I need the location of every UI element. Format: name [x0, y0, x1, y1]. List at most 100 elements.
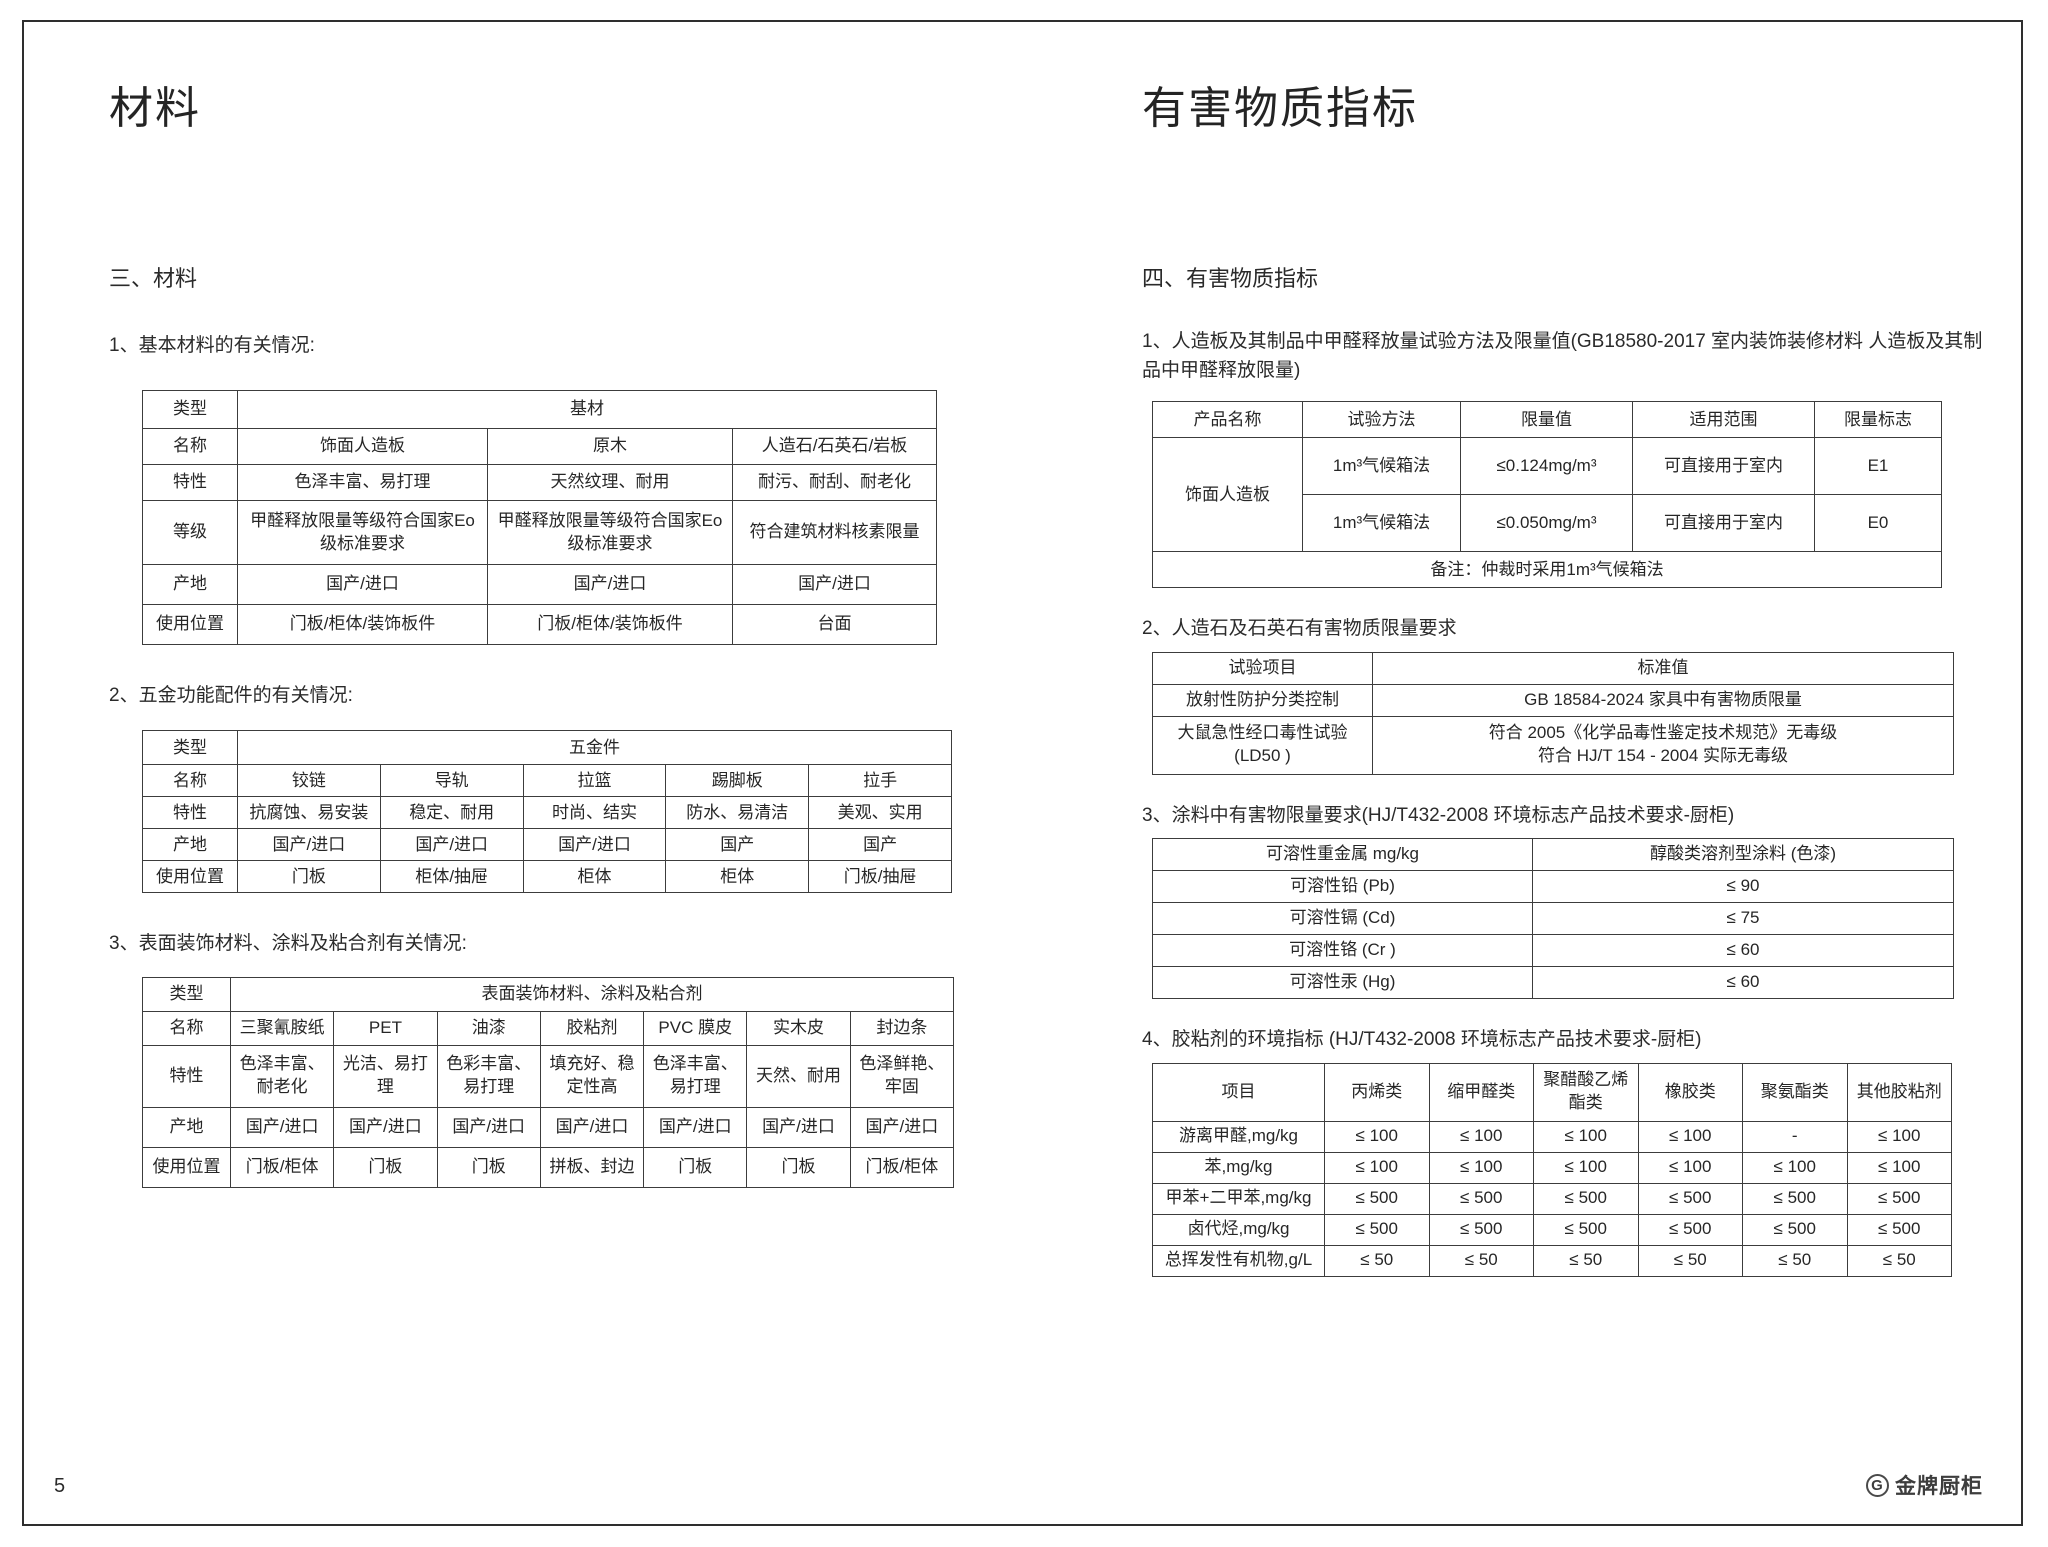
- table-cell: 国产/进口: [229, 1106, 335, 1148]
- table-cell: 油漆: [436, 1010, 541, 1046]
- table-cell: 台面: [732, 604, 937, 646]
- table-cell: 使用位置: [142, 860, 238, 894]
- table-header-cell: 丙烯类: [1324, 1062, 1430, 1122]
- table-cell: ≤0.050mg/m³: [1460, 494, 1633, 553]
- table-cell: ≤ 500: [1846, 1213, 1952, 1246]
- table-cell: ≤ 50: [1637, 1244, 1743, 1277]
- table-cell: 色泽丰富、耐老化: [229, 1044, 335, 1108]
- table-cell: 名称: [142, 764, 238, 798]
- table-caption-hardware: 2、五金功能配件的有关情况:: [109, 685, 353, 707]
- table-cell: 国产/进口: [849, 1106, 955, 1148]
- table-cell: 产地: [142, 564, 238, 606]
- table-cell: 填充好、稳定性高: [539, 1044, 645, 1108]
- left-column: 材料 三、材料 1、基本材料的有关情况: 类型 基材 名称 饰面人造板 原木 人…: [109, 84, 989, 1188]
- table-caption-surface-materials: 3、表面装饰材料、涂料及粘合剂有关情况:: [109, 933, 467, 955]
- table-cell: ≤ 100: [1637, 1151, 1743, 1184]
- table-cell: 踢脚板: [665, 764, 810, 798]
- table-header-cell: 产品名称: [1152, 401, 1303, 439]
- page-number: 5: [54, 1475, 66, 1497]
- table-cell: ≤ 60: [1532, 966, 1954, 1000]
- table-cell: ≤ 500: [1742, 1182, 1848, 1215]
- table-cell: 名称: [142, 428, 238, 466]
- table-header-cell: 限量值: [1460, 401, 1633, 439]
- table-cell-line: 大鼠急性经口毒性试验: [1177, 723, 1348, 743]
- table-cell: ≤ 90: [1532, 870, 1954, 904]
- table-header-cell: 限量标志: [1814, 401, 1942, 439]
- table-cell: 抗腐蚀、易安装: [237, 796, 381, 830]
- table-cell: -: [1742, 1120, 1848, 1153]
- table-cell: 时尚、结实: [522, 796, 667, 830]
- table-cell: 卤代烃,mg/kg: [1152, 1213, 1325, 1246]
- table-cell: 导轨: [379, 764, 524, 798]
- table-cell: 色泽丰富、易打理: [643, 1044, 748, 1108]
- table-cell: 门板/柜体: [849, 1146, 955, 1188]
- table-cell: 可直接用于室内: [1632, 437, 1815, 496]
- table-cell: 类型: [142, 730, 238, 766]
- table-header-cell: 适用范围: [1632, 401, 1815, 439]
- table-header-cell: 醇酸类溶剂型涂料 (色漆): [1532, 838, 1954, 872]
- table-caption-stone: 2、人造石及石英石有害物质限量要求: [1142, 618, 1457, 640]
- table-header-cell: 橡胶类: [1637, 1062, 1743, 1122]
- table-caption-basic-materials: 1、基本材料的有关情况:: [109, 334, 315, 356]
- table-cell: ≤ 500: [1637, 1182, 1743, 1215]
- table-cell: 国产/进口: [487, 564, 733, 606]
- table-cell: 门板: [333, 1146, 438, 1188]
- table-cell: 拉手: [808, 764, 952, 798]
- table-cell: ≤ 75: [1532, 902, 1954, 936]
- table-cell: 天然、耐用: [746, 1044, 851, 1108]
- table-coating-limits: 可溶性重金属 mg/kg 醇酸类溶剂型涂料 (色漆) 可溶性铅 (Pb) ≤ 9…: [1152, 838, 1954, 1000]
- table-cell: 甲醛释放限量等级符合国家Eo级标准要求: [487, 500, 733, 566]
- table-cell: 基材: [237, 390, 937, 430]
- table-header-cell: 标准值: [1372, 651, 1954, 685]
- table-cell: E0: [1814, 494, 1942, 553]
- table-header-cell: 其他胶粘剂: [1846, 1062, 1952, 1122]
- table-cell: 国产/进口: [237, 828, 381, 862]
- table-cell: 特性: [142, 464, 238, 502]
- table-cell: PVC 膜皮: [643, 1010, 748, 1046]
- table-cell: 人造石/石英石/岩板: [732, 428, 937, 466]
- table-cell: 光洁、易打理: [333, 1044, 438, 1108]
- table-cell: 铰链: [237, 764, 381, 798]
- table-cell: 门板/柜体/装饰板件: [487, 604, 733, 646]
- table-cell: 耐污、耐刮、耐老化: [732, 464, 937, 502]
- table-cell: ≤ 100: [1742, 1151, 1848, 1184]
- table-cell: 三聚氰胺纸: [229, 1010, 335, 1046]
- table-cell: 国产/进口: [522, 828, 667, 862]
- table-cell: ≤ 100: [1637, 1120, 1743, 1153]
- table-cell: ≤ 500: [1533, 1182, 1639, 1215]
- brand-logo: G 金牌厨柜: [1866, 1470, 1983, 1500]
- table-cell: 可溶性铬 (Cr ): [1152, 934, 1533, 968]
- table-cell: 符合 2005《化学品毒性鉴定技术规范》无毒级 符合 HJ/T 154 - 20…: [1372, 715, 1954, 775]
- table-cell: 门板: [746, 1146, 851, 1188]
- table-surface-materials: 类型 表面装饰材料、涂料及粘合剂 名称 三聚氰胺纸 PET 油漆 胶粘剂 PVC…: [142, 976, 955, 1188]
- table-cell: ≤ 500: [1428, 1213, 1534, 1246]
- table-cell: ≤ 100: [1533, 1120, 1639, 1153]
- table-cell: E1: [1814, 437, 1942, 496]
- table-cell: ≤ 100: [1324, 1151, 1430, 1184]
- table-cell: 国产/进口: [436, 1106, 541, 1148]
- table-cell: 类型: [142, 390, 238, 430]
- table-cell: 门板: [436, 1146, 541, 1188]
- table-cell: 符合建筑材料核素限量: [732, 500, 937, 566]
- table-basic-materials: 类型 基材 名称 饰面人造板 原木 人造石/石英石/岩板 特性 色泽丰富、易打理…: [142, 390, 937, 646]
- table-cell: 拼板、封边: [539, 1146, 645, 1188]
- table-header-cell: 试验项目: [1152, 651, 1373, 685]
- table-cell-line: (LD50 ): [1234, 746, 1291, 766]
- table-cell: 门板: [237, 860, 381, 894]
- table-cell: 国产/进口: [539, 1106, 645, 1148]
- table-cell: 国产: [665, 828, 810, 862]
- table-cell: ≤ 500: [1637, 1213, 1743, 1246]
- table-cell: 色泽丰富、易打理: [237, 464, 488, 502]
- table-cell: 国产/进口: [732, 564, 937, 606]
- table-cell: 柜体/抽屉: [379, 860, 524, 894]
- table-cell: 门板: [643, 1146, 748, 1188]
- table-cell: 总挥发性有机物,g/L: [1152, 1244, 1325, 1277]
- table-caption-coatings: 3、涂料中有害物限量要求(HJ/T432-2008 环境标志产品技术要求-厨柜): [1142, 804, 1735, 826]
- table-cell: ≤ 50: [1324, 1244, 1430, 1277]
- table-cell: ≤ 50: [1533, 1244, 1639, 1277]
- table-cell: 甲醛释放限量等级符合国家Eo级标准要求: [237, 500, 488, 566]
- table-header-cell: 试验方法: [1302, 401, 1461, 439]
- table-cell: 色泽鲜艳、牢固: [849, 1044, 955, 1108]
- table-cell: 封边条: [849, 1010, 955, 1046]
- table-cell: 饰面人造板: [237, 428, 488, 466]
